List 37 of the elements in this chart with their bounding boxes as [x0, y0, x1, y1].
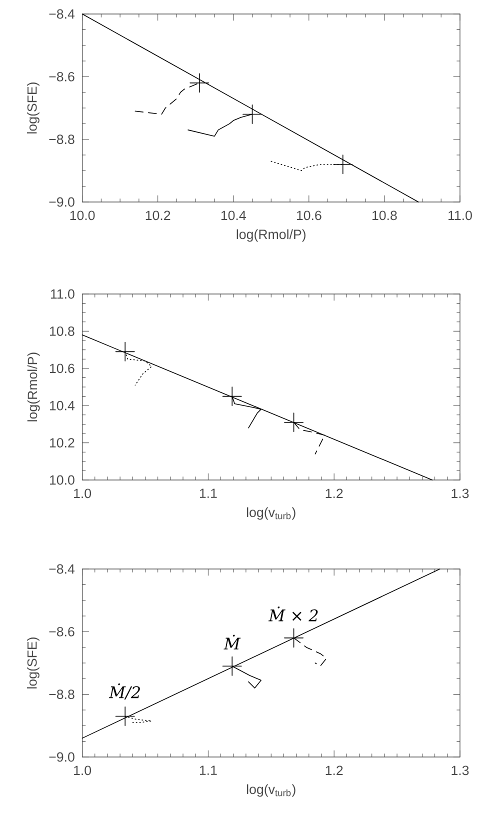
y-tick-label: −8.8 — [49, 134, 74, 144]
y-axis-title: log(SFE) — [27, 638, 40, 688]
x-tick-label: 1.2 — [326, 488, 343, 498]
y-tick-label: −8.6 — [49, 626, 74, 636]
x-tick-label: 1.0 — [74, 488, 92, 498]
x-tick-label: 1.1 — [200, 488, 217, 498]
x-tick-label: 10.0 — [70, 210, 95, 220]
x-axis-title: log(Rmol/P) — [236, 229, 306, 242]
annotation: Ṁ/2 — [108, 683, 140, 700]
x-tick-label: 10.6 — [296, 210, 322, 220]
y-tick-label: −9.0 — [49, 752, 74, 762]
x-tick-label: 10.8 — [372, 210, 397, 220]
y-tick-label: 10.6 — [50, 364, 74, 374]
x-axis-title: log(v$_{turb}$) — [246, 507, 296, 520]
y-tick-label: 10.4 — [50, 400, 75, 410]
y-axis-title: log(SFE) — [27, 82, 40, 134]
x-tick-label: 1.2 — [326, 766, 343, 776]
x-tick-label: 1.3 — [452, 766, 469, 776]
y-tick-label: −9.0 — [49, 197, 74, 207]
y-tick-label: −8.6 — [49, 72, 74, 82]
y-tick-label: 10.0 — [50, 475, 74, 485]
x-tick-label: 1.3 — [452, 488, 469, 498]
x-tick-label: 11.0 — [448, 210, 472, 220]
x-tick-label: 10.4 — [221, 210, 246, 220]
annotation: Ṁ — [224, 634, 241, 650]
y-axis-title: log(Rmol/P) — [27, 352, 40, 422]
x-axis-title: log(v$_{turb}$) — [246, 784, 296, 797]
y-tick-label: 10.2 — [50, 438, 74, 448]
y-tick-label: −8.4 — [49, 9, 75, 19]
y-tick-label: −8.4 — [49, 564, 75, 574]
x-tick-label: 10.2 — [146, 210, 170, 220]
x-tick-label: 1.0 — [74, 766, 92, 776]
annotation: Ṁ × 2 — [268, 606, 318, 622]
y-tick-label: 11.0 — [50, 289, 74, 299]
y-tick-label: −8.8 — [49, 690, 74, 700]
y-tick-label: 10.8 — [50, 326, 74, 336]
x-tick-label: 1.1 — [200, 766, 217, 775]
